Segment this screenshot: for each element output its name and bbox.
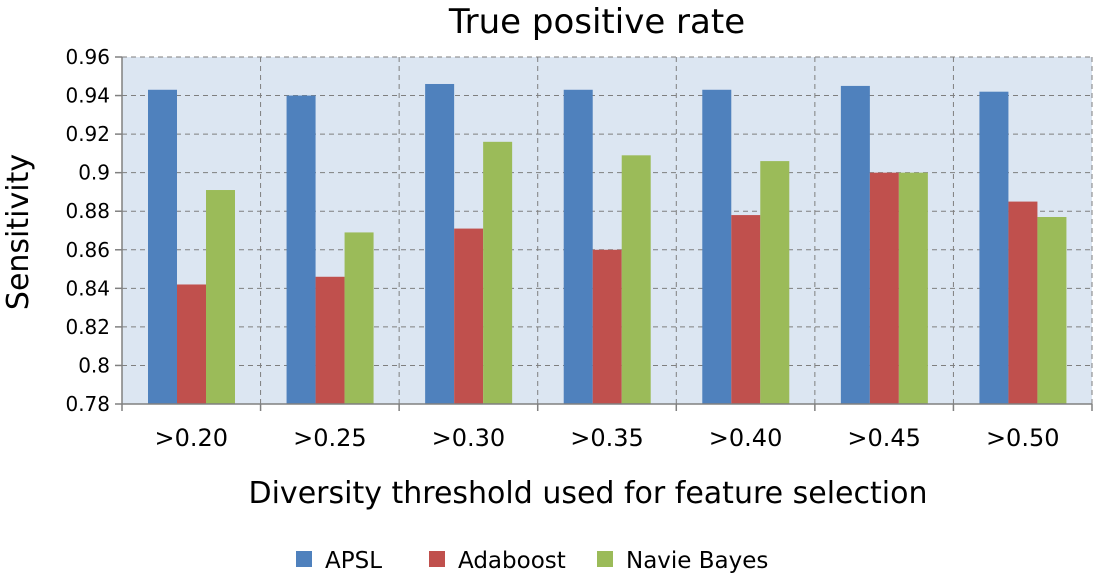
y-tick-label: 0.86 — [65, 238, 110, 262]
y-tick-label: 0.92 — [65, 122, 110, 146]
bar-navie-bayes — [760, 161, 790, 404]
grid — [122, 56, 1093, 404]
bar-navie-bayes — [344, 232, 374, 404]
bar-navie-bayes — [206, 190, 235, 404]
x-tick-label: >0.45 — [847, 424, 921, 452]
bar-adaboost — [1008, 201, 1038, 404]
bar-apsl — [563, 89, 593, 405]
bar-apsl — [979, 91, 1009, 404]
y-tick-label: 0.88 — [65, 199, 110, 223]
x-tick-label: >0.50 — [986, 424, 1060, 452]
x-tick-label: >0.40 — [709, 424, 783, 452]
bar-navie-bayes — [621, 155, 651, 404]
bar-adaboost — [177, 284, 206, 404]
legend-swatch — [597, 551, 613, 567]
y-tick-label: 0.96 — [65, 45, 110, 69]
y-tick-label: 0.9 — [78, 161, 110, 185]
bar-apsl — [148, 89, 177, 405]
legend-swatch — [296, 551, 312, 567]
bar-apsl — [425, 83, 455, 404]
y-tick-labels: 0.78 0.8 0.82 0.84 0.86 0.88 0.9 0.92 0.94 0.96 — [65, 45, 110, 416]
legend: APSL Adaboost Navie Bayes — [296, 548, 768, 574]
y-tick-label: 0.78 — [65, 392, 110, 416]
y-tick-label: 0.84 — [65, 276, 110, 300]
x-tick-label: >0.30 — [432, 424, 506, 452]
y-tick-label: 0.94 — [65, 84, 110, 108]
bar-adaboost — [454, 228, 484, 404]
x-tick-label: >0.25 — [293, 424, 367, 452]
x-tick-label: >0.20 — [155, 424, 229, 452]
bar-adaboost — [592, 249, 622, 404]
bar-navie-bayes — [898, 172, 928, 404]
legend-swatch — [429, 551, 445, 567]
chart-title: True positive rate — [448, 2, 745, 42]
x-tick-labels: >0.20 >0.25 >0.30 >0.35 >0.40 >0.45 >0.50 — [155, 424, 1060, 452]
bar-navie-bayes — [1037, 217, 1067, 404]
bar-adaboost — [315, 276, 345, 404]
bar-adaboost — [869, 172, 899, 404]
x-tick-label: >0.35 — [570, 424, 644, 452]
bar-apsl — [702, 89, 732, 405]
y-tick-label: 0.8 — [78, 353, 110, 377]
x-axis-title: Diversity threshold used for feature sel… — [249, 476, 928, 511]
y-axis-title: Sensitivity — [1, 154, 36, 310]
bar-navie-bayes — [483, 141, 513, 405]
legend-label: Navie Bayes — [626, 548, 768, 574]
y-tick-label: 0.82 — [65, 315, 110, 339]
bars — [148, 83, 1067, 405]
axes — [115, 56, 1093, 411]
bar-apsl — [840, 85, 870, 405]
bar-apsl — [286, 95, 316, 405]
legend-label: APSL — [325, 548, 382, 574]
legend-label: Adaboost — [458, 548, 566, 574]
bar-adaboost — [731, 215, 761, 404]
